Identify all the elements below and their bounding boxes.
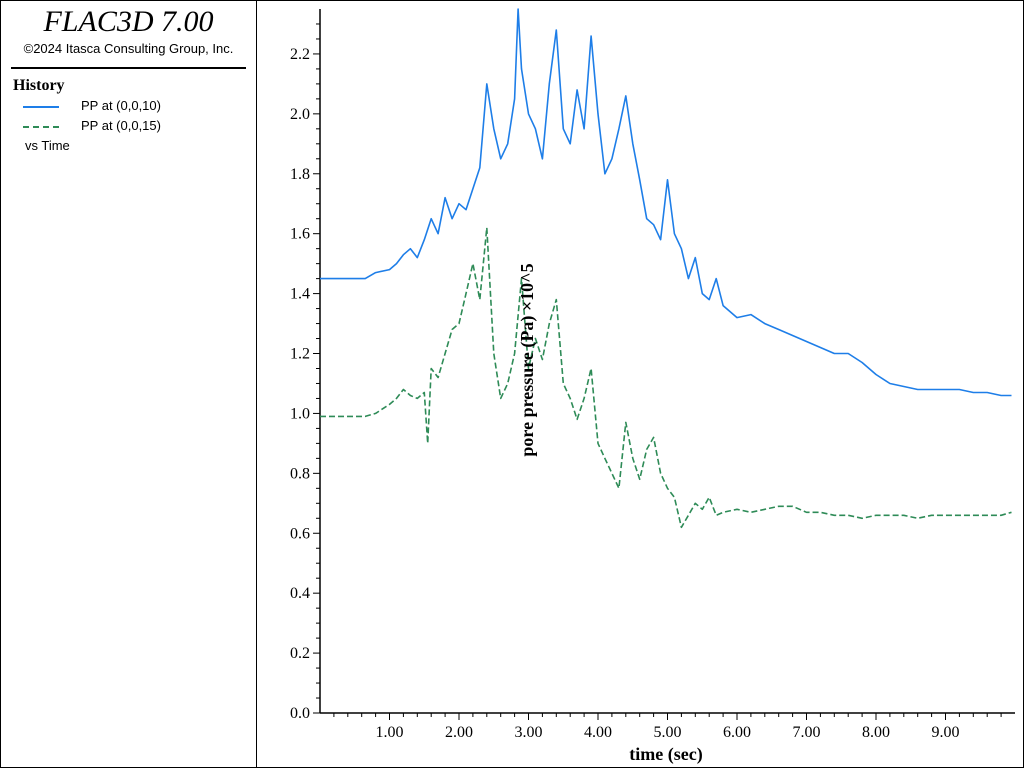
series-group [320, 8, 1012, 529]
app-title: FLAC3D 7.00 [43, 5, 214, 38]
series-line-pp-0-0-10 [320, 8, 1012, 397]
y-tick-label: 0.8 [290, 465, 310, 482]
x-axis-label: time (sec) [629, 744, 702, 765]
y-tick-label: 0.4 [290, 585, 310, 602]
y-tick-label: 2.0 [290, 106, 310, 123]
y-tick-label: 2.2 [290, 46, 310, 63]
x-tick-label: 8.00 [862, 724, 890, 741]
x-tick-label: 4.00 [584, 724, 612, 741]
legend-label: PP at (0,0,10) [81, 98, 161, 113]
y-tick-label: 0.6 [290, 525, 310, 542]
axes: 0.0 0.2 0.4 0.6 0.8 1.0 1.2 1.4 1.6 1.8 2.0 2.2 1.00… [290, 9, 1015, 741]
chart-area: 0.0 0.2 0.4 0.6 0.8 1.0 1.2 1.4 1.6 1.8 2.0 2.2 1.00… [290, 8, 1015, 765]
x-tick-label: 9.00 [932, 724, 960, 741]
y-axis-label: pore pressure (Pa) ×10^5 [517, 263, 538, 456]
y-tick-label: 1.8 [290, 166, 310, 183]
y-tick-label: 1.2 [290, 346, 310, 363]
x-tick-label: 6.00 [723, 724, 751, 741]
y-tick-label: 1.6 [290, 226, 310, 243]
vs-time-label: vs Time [25, 138, 70, 153]
title-divider [11, 67, 246, 69]
legend-panel: FLAC3D 7.00 ©2024 Itasca Consulting Grou… [1, 1, 257, 767]
y-tick-label: 1.0 [290, 405, 310, 422]
copyright-text: ©2024 Itasca Consulting Group, Inc. [23, 41, 234, 56]
y-tick-label: 0.2 [290, 645, 310, 662]
history-heading: History [13, 77, 65, 94]
x-tick-label: 3.00 [515, 724, 543, 741]
x-tick-label: 7.00 [793, 724, 821, 741]
x-tick-label: 2.00 [445, 724, 473, 741]
series-line-pp-0-0-15 [320, 226, 1012, 529]
legend-swatch-dashed [23, 126, 59, 128]
x-tick-label: 5.00 [654, 724, 682, 741]
x-tick-label: 1.00 [376, 724, 404, 741]
legend-label: PP at (0,0,15) [81, 118, 161, 133]
y-tick-label: 1.4 [290, 286, 310, 303]
legend-swatch-solid [23, 106, 59, 108]
y-tick-label: 0.0 [290, 705, 310, 722]
